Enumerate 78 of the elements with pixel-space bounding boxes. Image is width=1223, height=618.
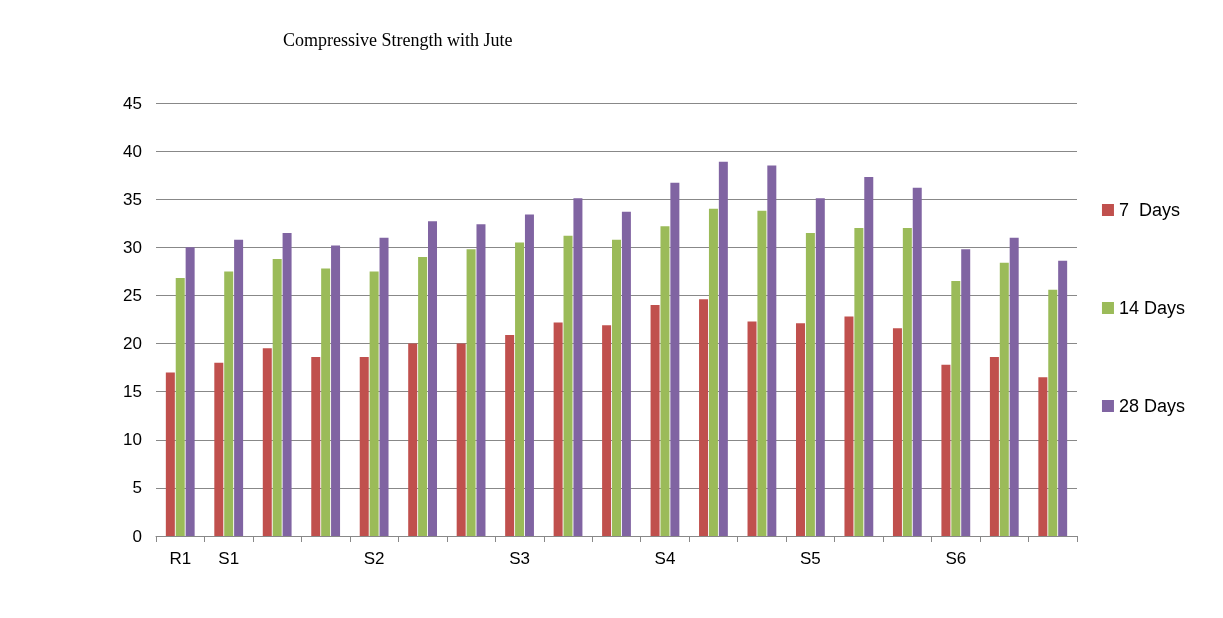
bar — [1038, 377, 1048, 536]
bar — [805, 232, 815, 536]
x-tick-label: R1 — [169, 549, 192, 568]
bar — [670, 182, 680, 536]
bar — [456, 343, 466, 536]
bar — [311, 357, 321, 536]
bar — [262, 348, 272, 536]
bar — [815, 198, 825, 536]
bar — [612, 239, 621, 536]
chart-title: Compressive Strength with Jute — [283, 30, 513, 50]
x-tick-label: S3 — [509, 549, 530, 568]
bar — [379, 237, 389, 536]
x-tick-label: S6 — [945, 549, 967, 568]
bar — [650, 305, 660, 536]
bar — [321, 268, 331, 536]
bar — [1009, 237, 1019, 536]
bar — [476, 224, 486, 536]
bar — [941, 364, 951, 536]
bar — [989, 357, 999, 536]
bar — [844, 316, 854, 536]
bar — [621, 211, 631, 536]
y-tick-label: 25 — [123, 285, 142, 305]
x-tick-label: S4 — [654, 549, 676, 568]
bar — [272, 258, 282, 536]
bar — [660, 226, 670, 536]
bar — [369, 271, 379, 536]
bar — [524, 214, 534, 536]
x-tick-label: S1 — [218, 549, 240, 568]
bar — [359, 357, 369, 536]
bar — [573, 198, 583, 536]
bar — [767, 165, 777, 536]
y-tick-label: 10 — [123, 430, 142, 450]
legend-label: 7 Days — [1118, 200, 1180, 220]
bar — [185, 247, 195, 536]
bar — [1048, 289, 1058, 536]
y-tick-label: 15 — [123, 382, 142, 402]
x-tick-label: S5 — [800, 549, 821, 568]
bar — [747, 321, 757, 536]
bar — [553, 322, 563, 536]
bar — [912, 187, 922, 536]
bar — [331, 245, 341, 536]
bar — [1058, 260, 1068, 536]
bar — [515, 242, 525, 536]
bar — [961, 249, 971, 536]
bar — [165, 372, 175, 536]
bar — [902, 228, 912, 536]
y-tick-label: 0 — [132, 526, 142, 546]
bar — [864, 177, 874, 536]
y-tick-label: 40 — [123, 141, 142, 161]
bar — [999, 262, 1009, 536]
bar — [224, 271, 234, 536]
bar — [175, 278, 185, 536]
bar — [699, 299, 709, 536]
bar — [951, 281, 961, 536]
x-tick-label: S2 — [363, 549, 385, 568]
bar — [854, 228, 864, 536]
bar — [418, 256, 428, 536]
y-tick-label: 5 — [132, 478, 142, 498]
y-tick-label: 35 — [123, 189, 142, 209]
bar — [466, 249, 476, 536]
bar — [505, 334, 515, 536]
bar — [757, 210, 767, 536]
legend-label: 14 Days — [1118, 298, 1186, 318]
bar — [214, 362, 224, 536]
bar — [408, 343, 418, 536]
bar — [795, 323, 805, 536]
y-tick-label: 45 — [123, 93, 142, 113]
y-tick-label: 30 — [123, 237, 142, 257]
bar — [563, 235, 573, 536]
y-tick-label: 20 — [123, 334, 142, 354]
bar — [892, 328, 902, 536]
bar — [708, 208, 718, 536]
bar — [428, 221, 438, 536]
legend-label: 28 Days — [1118, 396, 1186, 416]
bar — [602, 325, 612, 536]
bar — [718, 161, 728, 536]
bar — [234, 239, 244, 536]
bar — [282, 232, 292, 536]
